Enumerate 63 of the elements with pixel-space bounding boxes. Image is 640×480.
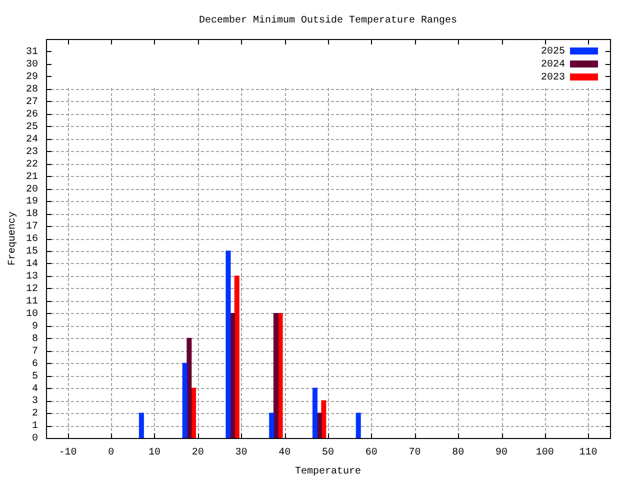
y-tick-label: 13: [26, 272, 38, 283]
y-tick-label: 1: [32, 421, 38, 432]
y-tick-label: 21: [26, 172, 38, 183]
x-tick-label: 50: [322, 448, 334, 459]
y-axis-title: Frequency: [8, 211, 19, 266]
bar: [273, 312, 278, 438]
x-tick-label: 40: [278, 448, 291, 459]
bar: [226, 250, 231, 438]
y-tick-label: 25: [26, 122, 38, 133]
bar: [316, 412, 322, 438]
x-tick-label: 10: [148, 448, 160, 459]
y-tick-label: 29: [26, 72, 38, 84]
legend-label: 2024: [540, 60, 565, 71]
y-tick-label: 20: [26, 184, 38, 196]
y-tick-label: 14: [26, 259, 38, 270]
y-tick-label: 19: [26, 196, 38, 208]
x-tick-label: 60: [365, 448, 378, 459]
bar: [230, 312, 236, 438]
y-tick-label: 23: [26, 146, 38, 158]
x-tick-label: 0: [108, 448, 114, 459]
y-tick-label: 18: [26, 209, 38, 220]
y-tick-label: 5: [32, 371, 38, 382]
y-tick-label: 27: [26, 96, 38, 108]
y-tick-label: 15: [26, 246, 38, 258]
x-tick-label: 110: [579, 448, 598, 459]
y-tick-label: 30: [26, 60, 38, 71]
y-tick-label: 16: [26, 234, 38, 246]
y-tick-label: 2: [32, 408, 38, 420]
bar: [278, 312, 283, 438]
y-tick-label: 12: [26, 284, 38, 296]
y-tick-label: 0: [32, 434, 38, 445]
y-tick-label: 3: [32, 396, 38, 408]
y-tick-label: 28: [26, 84, 38, 96]
bar: [191, 388, 196, 438]
bar: [182, 362, 188, 438]
x-tick-label: 100: [536, 448, 554, 459]
y-tick-label: 9: [32, 321, 38, 332]
x-tick-label: 80: [452, 448, 464, 459]
x-tick-label: 30: [235, 448, 248, 459]
y-tick-label: 6: [32, 358, 38, 370]
y-tick-label: 7: [32, 346, 38, 358]
y-tick-label: 24: [26, 134, 38, 146]
y-tick-label: 17: [26, 222, 38, 233]
y-tick-label: 10: [26, 308, 38, 320]
legend-label: 2025: [540, 46, 565, 58]
bar: [356, 412, 361, 438]
y-tick-label: 26: [26, 109, 38, 120]
y-tick-label: 8: [32, 334, 38, 345]
chart-title: December Minimum Outside Temperature Ranges: [198, 14, 458, 27]
x-tick-label: -10: [58, 448, 77, 459]
bar: [269, 412, 274, 438]
bar: [138, 412, 144, 438]
x-tick-label: 70: [408, 448, 421, 459]
x-axis-title: Temperature: [294, 466, 362, 478]
x-tick-label: 90: [496, 448, 508, 459]
y-tick-label: 31: [26, 47, 38, 58]
x-tick-label: 20: [192, 448, 204, 459]
y-tick-label: 4: [32, 384, 38, 395]
bar: [312, 388, 318, 438]
bar: [234, 276, 240, 438]
y-tick-label: 11: [26, 296, 38, 308]
y-tick-label: 22: [26, 159, 38, 170]
legend-label: 2023: [540, 72, 565, 84]
